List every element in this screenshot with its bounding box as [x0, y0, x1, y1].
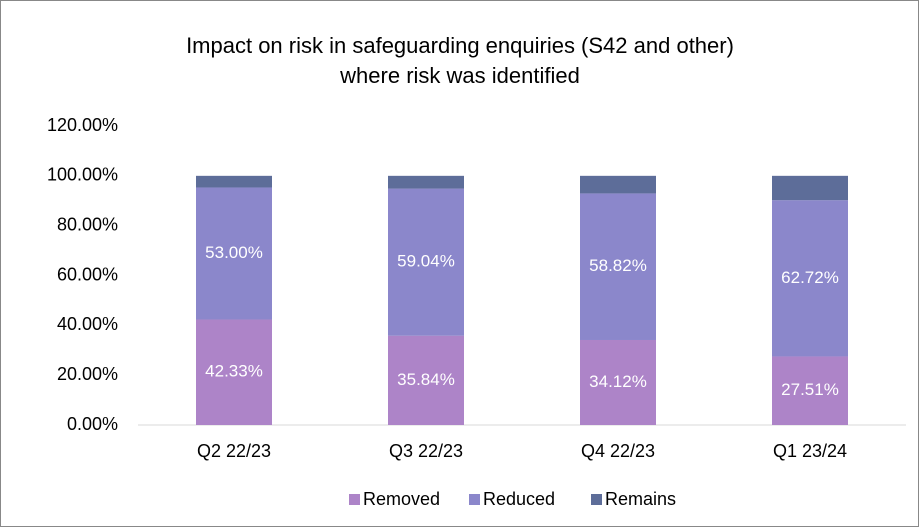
y-tick-label: 40.00%	[57, 314, 118, 334]
data-label: 53.00%	[205, 243, 263, 262]
bar-segment	[196, 175, 272, 188]
bar-segment	[580, 193, 656, 340]
bar-segment	[772, 200, 848, 357]
y-tick-label: 120.00%	[47, 115, 118, 135]
legend-swatch	[469, 494, 480, 505]
data-label: 27.51%	[781, 380, 839, 399]
y-tick-label: 100.00%	[47, 165, 118, 185]
y-tick-label: 80.00%	[57, 214, 118, 234]
bar-segment	[388, 175, 464, 189]
bar-segment	[196, 319, 272, 425]
x-tick-label: Q2 22/23	[197, 441, 271, 461]
legend-swatch	[349, 494, 360, 505]
data-label: 58.82%	[589, 256, 647, 275]
data-label: 35.84%	[397, 370, 455, 389]
data-label: 59.04%	[397, 252, 455, 271]
chart-title: where risk was identified	[339, 63, 580, 88]
x-tick-label: Q3 22/23	[389, 441, 463, 461]
legend-label: Removed	[363, 489, 440, 509]
bar-segment	[772, 175, 848, 201]
legend-swatch	[591, 494, 602, 505]
data-label: 62.72%	[781, 268, 839, 287]
legend-label: Reduced	[483, 489, 555, 509]
data-label: 42.33%	[205, 362, 263, 381]
x-tick-label: Q1 23/24	[773, 441, 847, 461]
chart-title: Impact on risk in safeguarding enquiries…	[186, 33, 734, 58]
bar-segment	[388, 335, 464, 425]
y-tick-label: 20.00%	[57, 364, 118, 384]
legend-label: Remains	[605, 489, 676, 509]
bar-segment	[196, 187, 272, 320]
bar-segment	[580, 339, 656, 425]
y-tick-label: 0.00%	[67, 414, 118, 434]
bar-segment	[772, 356, 848, 425]
x-tick-label: Q4 22/23	[581, 441, 655, 461]
bar-segment	[580, 175, 656, 194]
y-tick-label: 60.00%	[57, 264, 118, 284]
bar-segment	[388, 188, 464, 336]
data-label: 34.12%	[589, 372, 647, 391]
